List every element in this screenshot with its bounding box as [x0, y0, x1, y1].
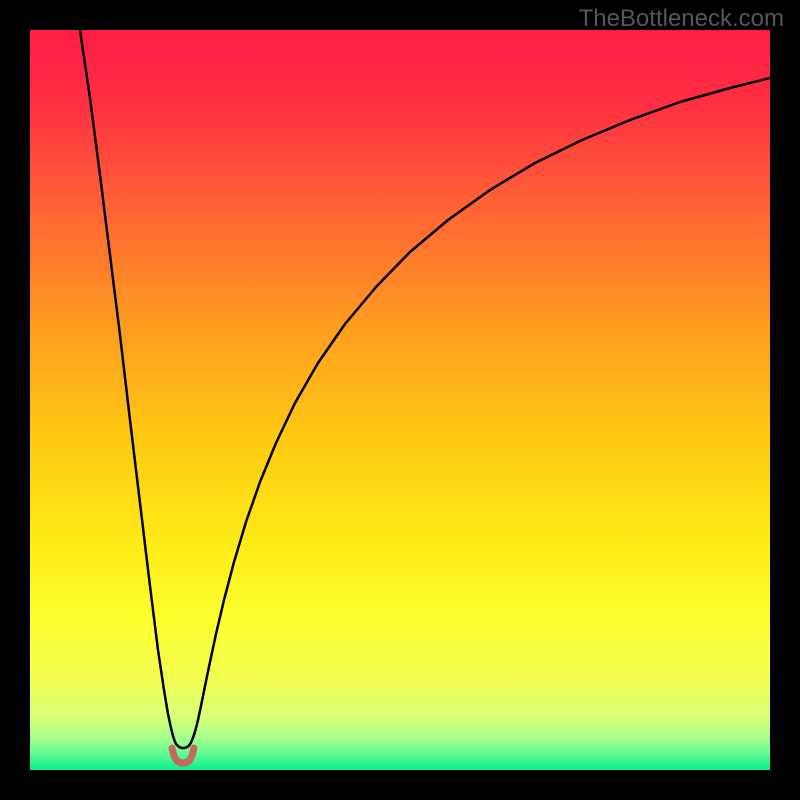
chart-svg [30, 30, 770, 770]
bottleneck-curve [80, 30, 770, 748]
plot-area [30, 30, 770, 770]
watermark-text: TheBottleneck.com [579, 5, 784, 33]
cusp-marker [172, 748, 194, 763]
